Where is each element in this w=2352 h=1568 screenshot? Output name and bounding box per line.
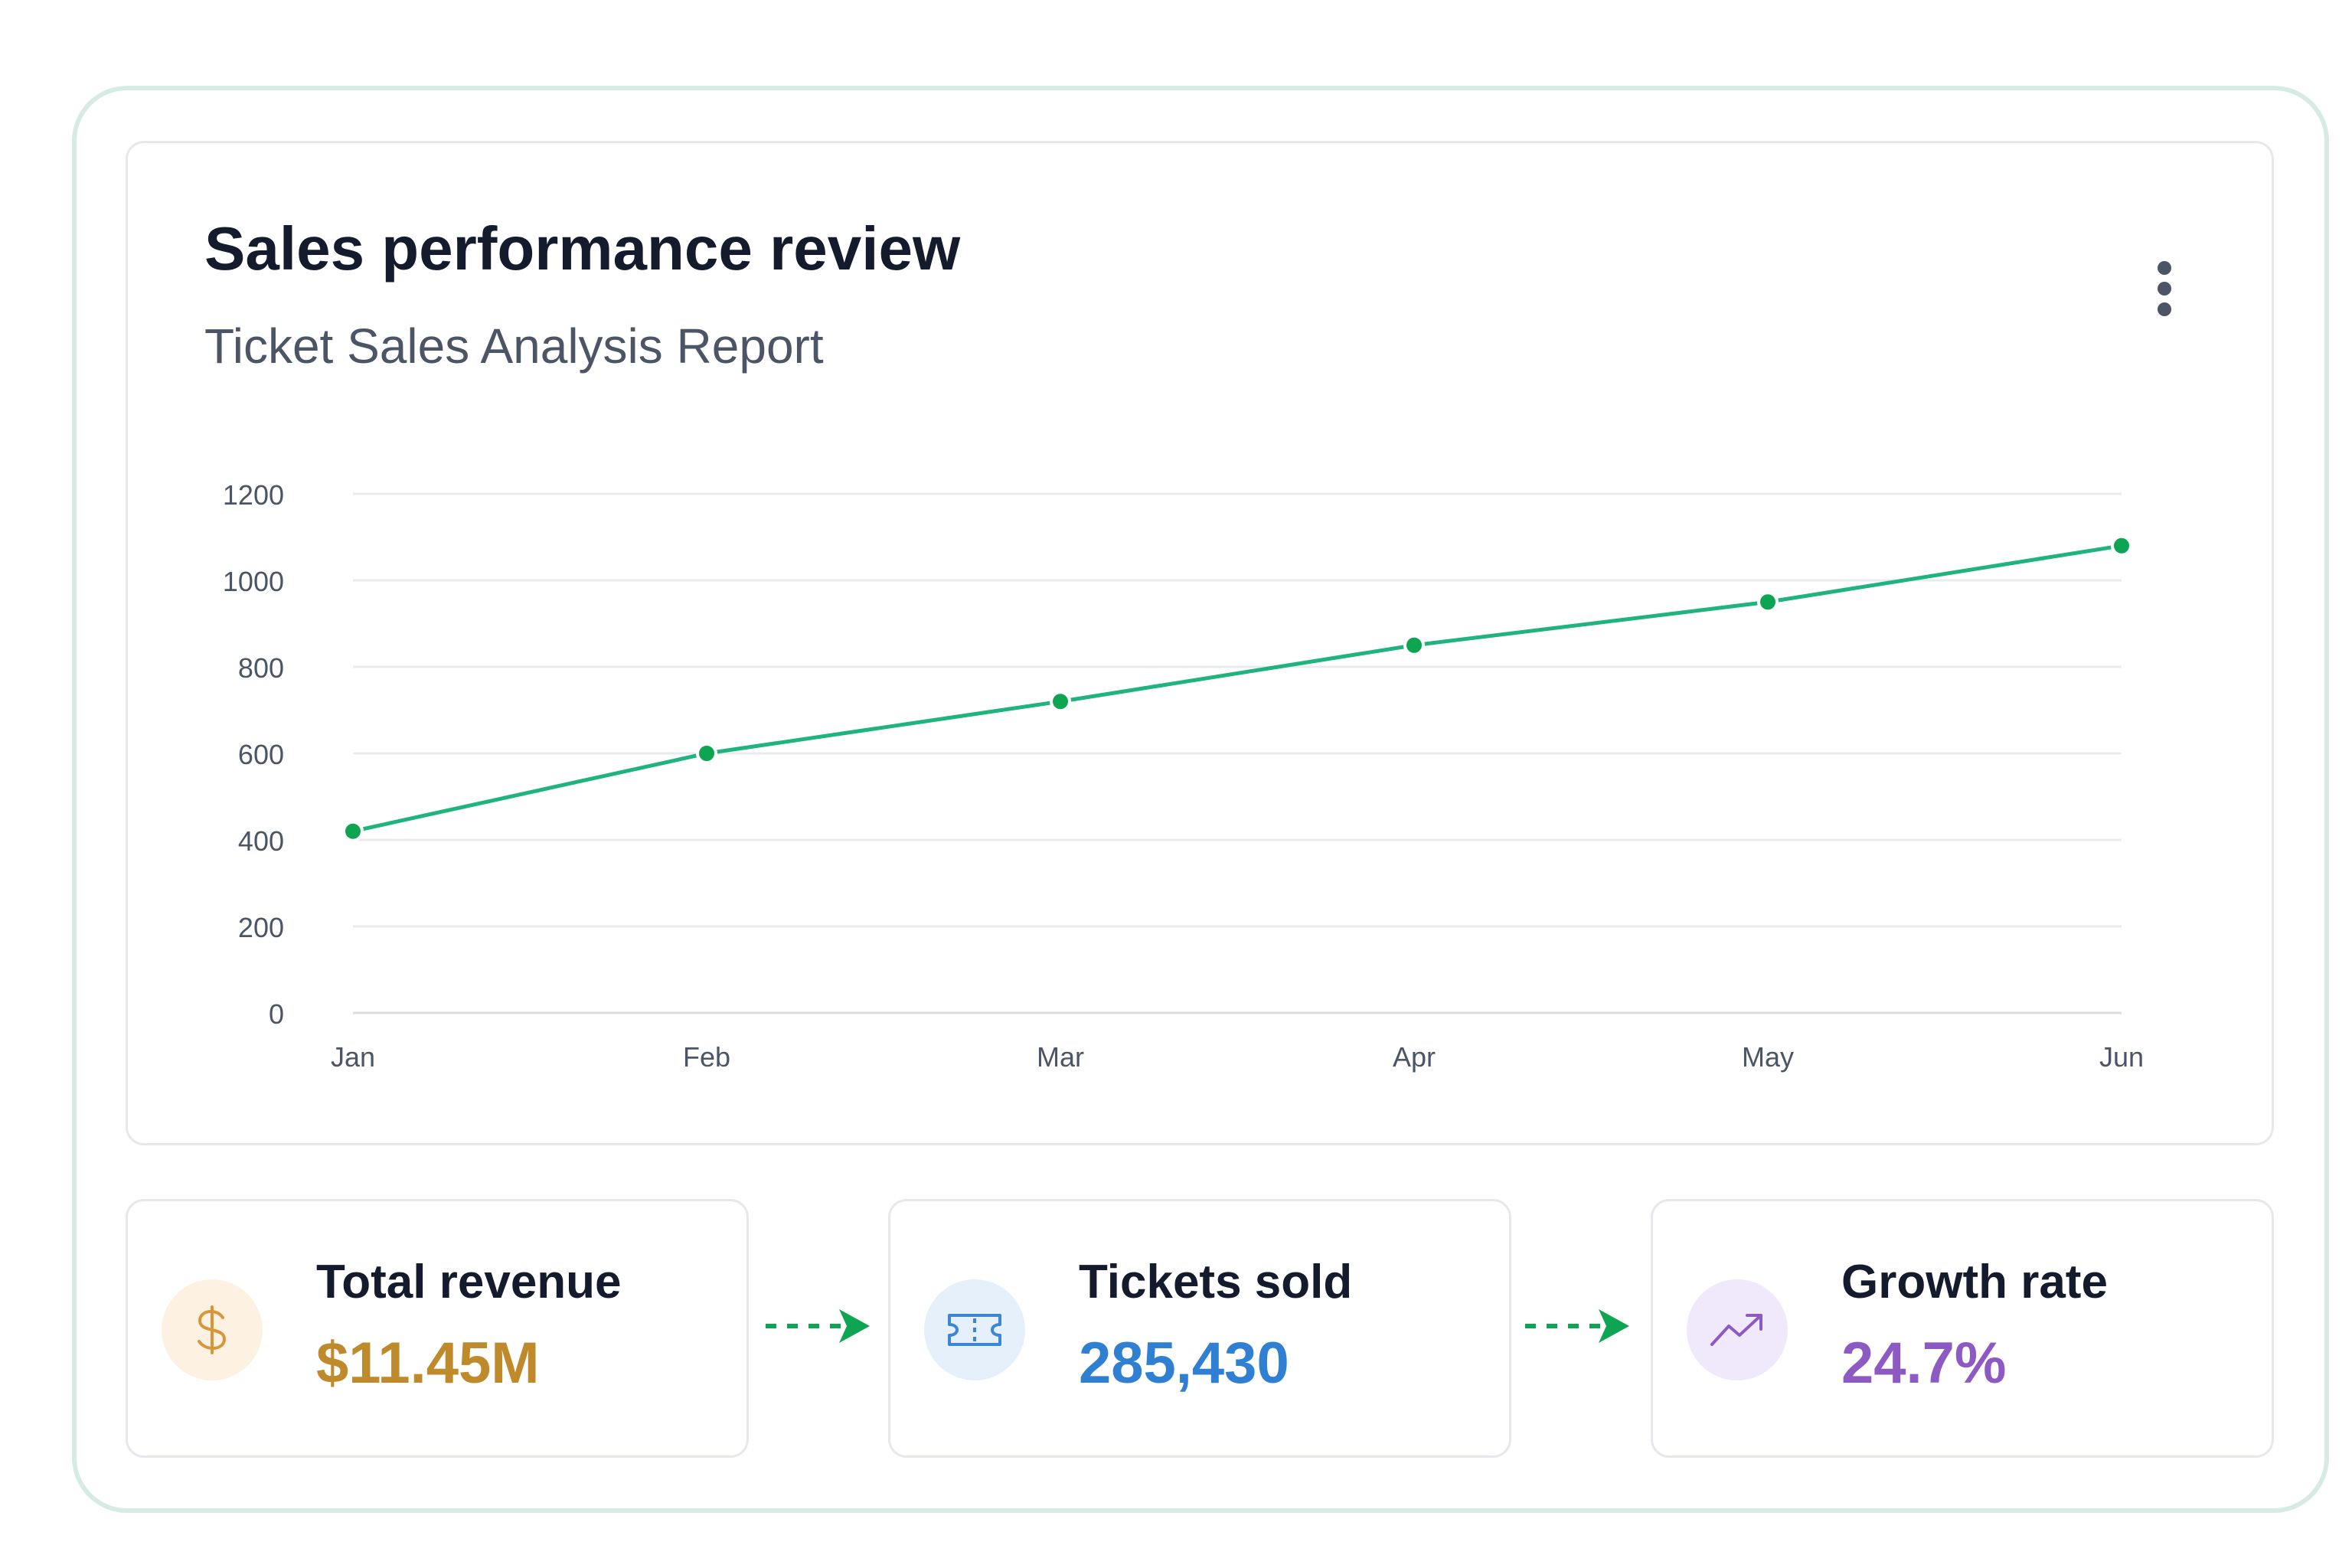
arrow-right-icon bbox=[766, 1309, 870, 1343]
stat-value: 24.7% bbox=[1841, 1331, 2007, 1396]
stat-card-growth-rate[interactable]: Growth rate 24.7% bbox=[1651, 1199, 2274, 1458]
y-tick-label: 400 bbox=[238, 825, 284, 857]
data-point[interactable] bbox=[1757, 591, 1779, 613]
stat-label: Growth rate bbox=[1841, 1256, 2108, 1308]
x-tick-label: Apr bbox=[1393, 1041, 1436, 1073]
data-point[interactable] bbox=[696, 743, 717, 764]
stat-card-tickets-sold[interactable]: Tickets sold 285,430 bbox=[888, 1199, 1511, 1458]
stat-label: Total revenue bbox=[316, 1256, 622, 1308]
arrow-right-icon bbox=[1525, 1309, 1629, 1343]
dollar-icon bbox=[162, 1279, 263, 1380]
y-tick-label: 600 bbox=[238, 739, 284, 770]
y-tick-label: 800 bbox=[238, 652, 284, 684]
data-point[interactable] bbox=[1050, 691, 1071, 713]
x-tick-label: Jan bbox=[331, 1041, 375, 1073]
y-tick-label: 1000 bbox=[223, 566, 284, 597]
chart-card: Sales performance review Ticket Sales An… bbox=[126, 141, 2274, 1145]
x-tick-label: Mar bbox=[1037, 1041, 1084, 1073]
kebab-dot-icon bbox=[2158, 282, 2171, 296]
ticket-icon bbox=[924, 1279, 1025, 1380]
page-subtitle: Ticket Sales Analysis Report bbox=[204, 318, 824, 374]
line-chart: 0 200 400 600 800 1000 1200 Jan Feb Mar Apr May Jun bbox=[223, 479, 2144, 1073]
trending-up-icon bbox=[1687, 1279, 1788, 1380]
x-tick-label: Jun bbox=[2099, 1041, 2144, 1073]
y-tick-label: 200 bbox=[238, 912, 284, 943]
x-tick-label: Feb bbox=[683, 1041, 730, 1073]
stat-value: $11.45M bbox=[316, 1331, 540, 1396]
more-options-button[interactable] bbox=[2141, 250, 2187, 327]
y-tick-label: 0 bbox=[269, 998, 284, 1030]
kebab-dot-icon bbox=[2158, 261, 2171, 275]
data-point[interactable] bbox=[1403, 634, 1425, 656]
stat-value: 285,430 bbox=[1079, 1331, 1289, 1396]
series-line bbox=[352, 544, 2122, 834]
data-point[interactable] bbox=[342, 820, 364, 842]
kebab-dot-icon bbox=[2158, 302, 2171, 316]
stat-card-total-revenue[interactable]: Total revenue $11.45M bbox=[126, 1199, 749, 1458]
stat-label: Tickets sold bbox=[1079, 1256, 1353, 1308]
x-tick-label: May bbox=[1742, 1041, 1794, 1073]
data-point[interactable] bbox=[2111, 534, 2132, 557]
page-title: Sales performance review bbox=[204, 214, 961, 283]
y-tick-label: 1200 bbox=[223, 479, 284, 511]
